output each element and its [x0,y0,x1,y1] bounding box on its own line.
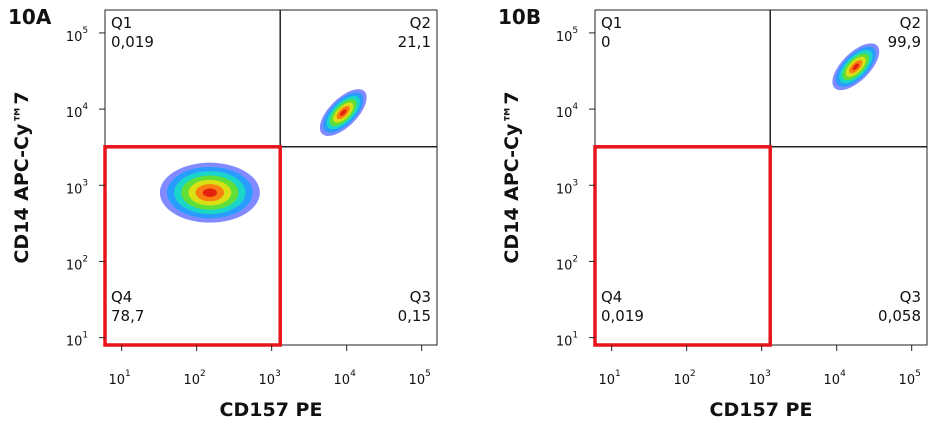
quadrant-percent: 0,019 [111,33,154,51]
quadrant-percent: 0,15 [398,307,431,325]
y-tick-label: 103 [66,178,88,197]
tick-exponent: 3 [82,178,88,188]
quadrant-name: Q4 [111,288,132,306]
tick-base: 10 [409,373,426,388]
tick-exponent: 3 [765,369,771,379]
quadrant-name: Q1 [111,14,132,32]
quadrant-name: Q3 [410,288,431,306]
tick-base: 10 [66,30,83,45]
population [159,162,260,223]
quadrant-name: Q1 [601,14,622,32]
quadrant-name: Q3 [900,288,921,306]
tick-exponent: 5 [915,369,921,379]
panel-title: 10A [8,5,52,29]
tick-base: 10 [556,335,573,350]
tick-base: 10 [899,373,916,388]
tick-base: 10 [334,373,351,388]
tick-exponent: 5 [425,369,431,379]
density-level [202,188,218,197]
x-tick-label: 105 [409,369,431,388]
y-tick-label: 102 [556,254,578,273]
y-axis-label: CD14 APC-Cy™7 [11,91,33,263]
x-tick-label: 104 [334,369,357,388]
tick-base: 10 [259,373,276,388]
tick-base: 10 [556,182,573,197]
tick-exponent: 5 [82,26,88,36]
density-level [339,109,347,116]
tick-exponent: 4 [350,369,356,379]
tick-base: 10 [66,182,83,197]
tick-base: 10 [749,373,766,388]
tick-base: 10 [556,30,573,45]
tick-base: 10 [824,373,841,388]
density-level [852,63,860,71]
y-tick-label: 101 [66,331,88,350]
quadrant-percent: 78,7 [111,307,144,325]
x-tick-label: 102 [674,369,696,388]
tick-base: 10 [674,373,691,388]
quadrant-percent: 0,019 [601,307,644,325]
x-tick-label: 102 [184,369,206,388]
x-tick-label: 105 [899,369,921,388]
tick-exponent: 2 [82,254,88,264]
tick-exponent: 5 [572,26,578,36]
quadrant-percent: 0,058 [878,307,921,325]
x-axis-label: CD157 PE [710,399,813,421]
quadrant-name: Q2 [410,14,431,32]
tick-exponent: 1 [125,369,131,379]
tick-exponent: 1 [572,331,578,341]
y-tick-label: 103 [556,178,578,197]
quadrant-percent: 0 [601,33,611,51]
y-tick-label: 101 [556,331,578,350]
tick-exponent: 1 [615,369,621,379]
y-tick-label: 105 [556,26,578,45]
tick-base: 10 [556,258,573,273]
quadrant-name: Q2 [900,14,921,32]
x-tick-label: 101 [109,369,131,388]
quadrant-percent: 99,9 [888,33,921,51]
x-tick-label: 104 [824,369,847,388]
y-tick-label: 102 [66,254,88,273]
quadrant-percent: 21,1 [398,33,431,51]
quadrant-name: Q4 [601,288,622,306]
tick-base: 10 [184,373,201,388]
tick-base: 10 [66,106,83,121]
tick-exponent: 4 [82,102,88,112]
tick-base: 10 [66,258,83,273]
tick-base: 10 [556,106,573,121]
panel-title: 10B [498,5,541,29]
x-tick-label: 103 [259,369,281,388]
tick-exponent: 3 [572,178,578,188]
x-tick-label: 103 [749,369,771,388]
tick-base: 10 [66,335,83,350]
tick-exponent: 2 [690,369,696,379]
tick-exponent: 3 [275,369,281,379]
x-tick-label: 101 [599,369,621,388]
y-tick-label: 104 [66,102,89,121]
selected-gate [103,145,282,347]
tick-exponent: 4 [840,369,846,379]
y-axis-label: CD14 APC-Cy™7 [501,91,523,263]
selected-gate [593,145,772,347]
y-tick-label: 105 [66,26,88,45]
tick-base: 10 [599,373,616,388]
population [832,43,880,91]
tick-exponent: 2 [572,254,578,264]
population [319,89,367,136]
plot-frame [104,9,438,346]
y-tick-label: 104 [556,102,579,121]
tick-exponent: 2 [200,369,206,379]
tick-exponent: 1 [82,331,88,341]
tick-base: 10 [109,373,126,388]
x-axis-label: CD157 PE [220,399,323,421]
tick-exponent: 4 [572,102,578,112]
